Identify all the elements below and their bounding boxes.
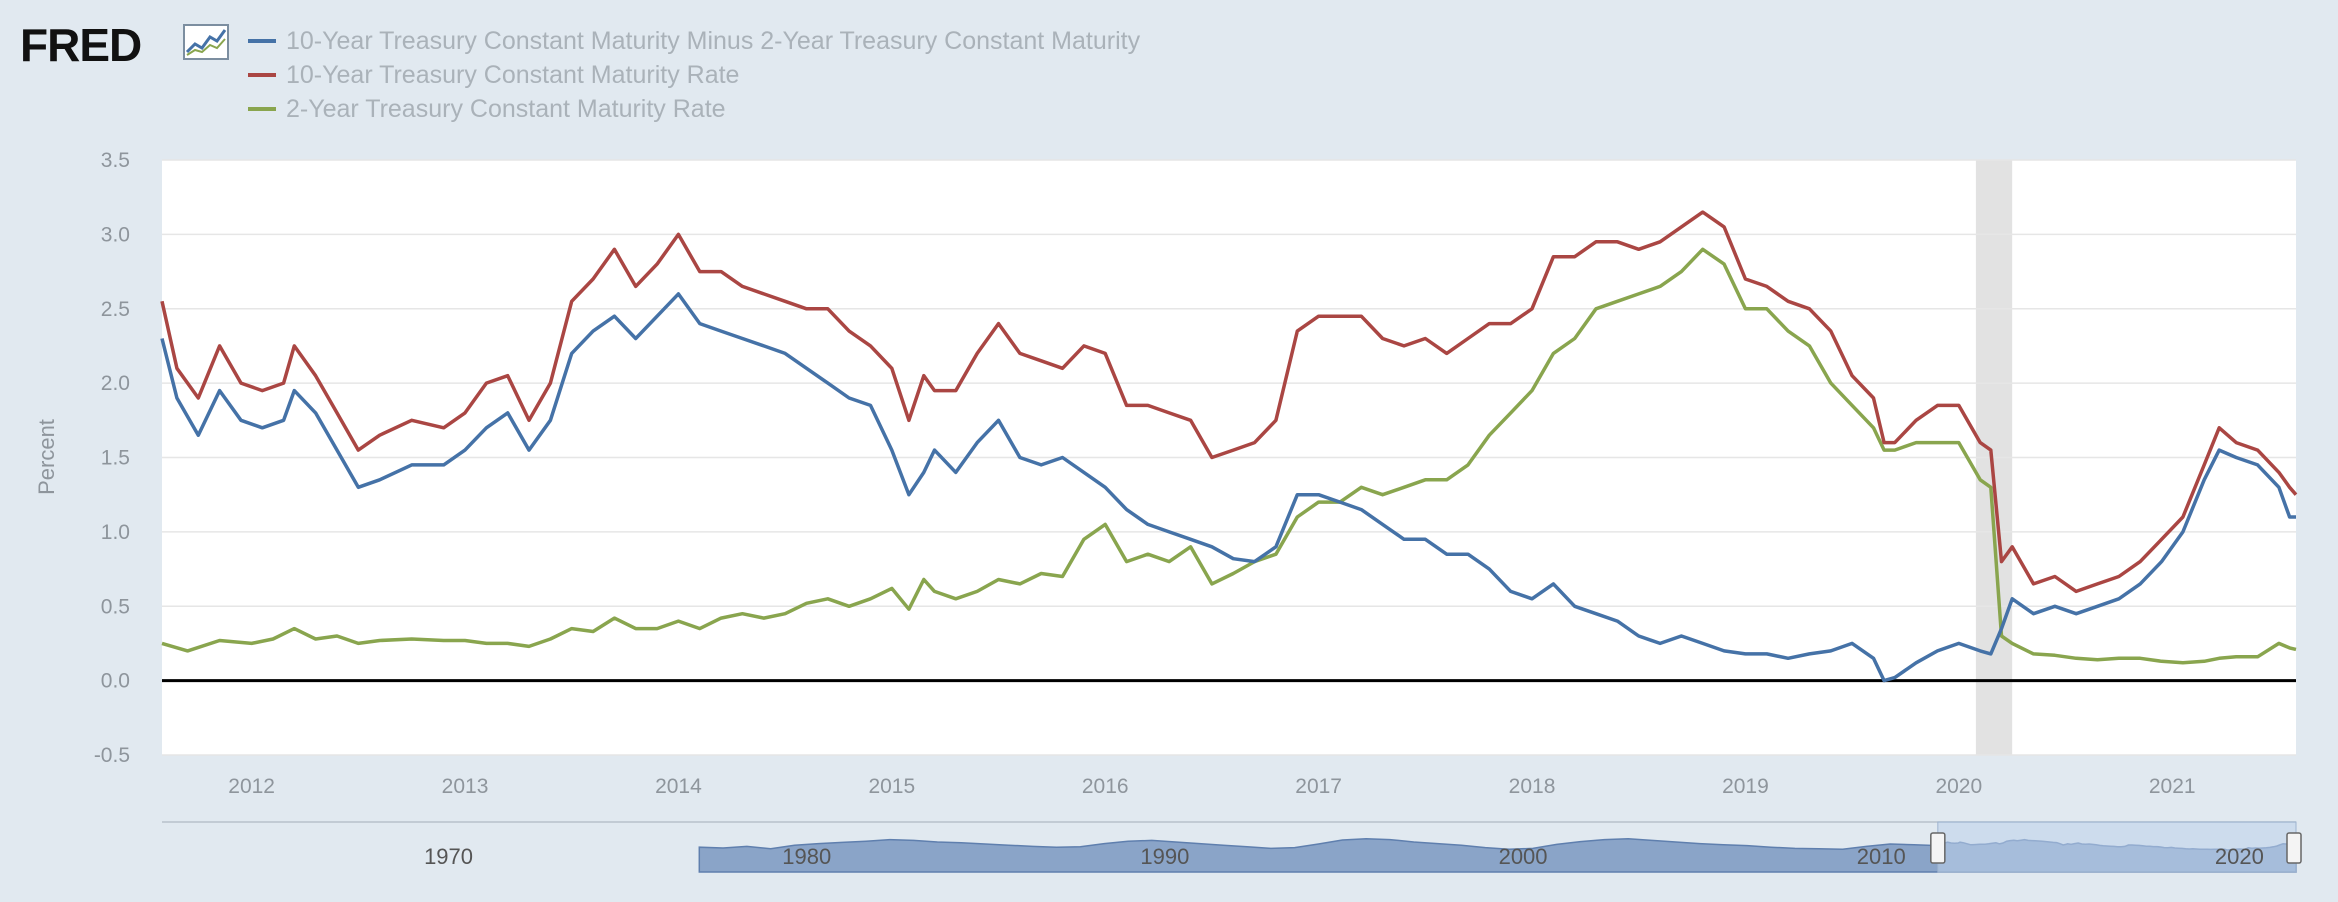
series-line-1 bbox=[160, 210, 2298, 594]
legend-item-spread[interactable]: 10-Year Treasury Constant Maturity Minus… bbox=[248, 24, 1140, 58]
y-tick-label: 2.5 bbox=[101, 298, 130, 321]
legend-item-2-year[interactable]: 2-Year Treasury Constant Maturity Rate bbox=[248, 92, 1140, 126]
legend-swatch-2-year bbox=[248, 107, 276, 111]
y-tick-label: 0.5 bbox=[101, 595, 130, 618]
x-tick-label: 2020 bbox=[1935, 775, 1982, 798]
chart-legend: 10-Year Treasury Constant Maturity Minus… bbox=[248, 24, 1140, 126]
y-tick-label: 0.0 bbox=[101, 670, 130, 693]
navigator-label: 1970 bbox=[424, 844, 473, 869]
navigator-label: 2000 bbox=[1499, 844, 1548, 869]
navigator-handle-left[interactable] bbox=[1930, 832, 1946, 864]
y-tick-label: 2.0 bbox=[101, 372, 130, 395]
x-tick-label: 2016 bbox=[1082, 775, 1129, 798]
range-navigator[interactable]: 1970 1980 1990 2000 2010 2020 bbox=[162, 821, 2302, 873]
legend-label-2-year: 2-Year Treasury Constant Maturity Rate bbox=[286, 95, 726, 123]
series-line-0 bbox=[160, 292, 2296, 683]
x-tick-label: 2019 bbox=[1722, 775, 1769, 798]
navigator-label: 1980 bbox=[782, 844, 831, 869]
legend-label-10-year: 10-Year Treasury Constant Maturity Rate bbox=[286, 61, 740, 89]
legend-label-spread: 10-Year Treasury Constant Maturity Minus… bbox=[286, 27, 1141, 55]
y-tick-label: 1.0 bbox=[101, 521, 130, 544]
navigator-handle-right[interactable] bbox=[2286, 832, 2302, 864]
y-tick-label: 3.0 bbox=[101, 223, 130, 246]
fred-logo[interactable]: FRED bbox=[20, 19, 142, 71]
x-tick-label: 2018 bbox=[1509, 775, 1556, 798]
x-tick-label: 2017 bbox=[1295, 775, 1342, 798]
legend-swatch-spread bbox=[248, 39, 276, 43]
navigator-label: 1990 bbox=[1140, 844, 1189, 869]
navigator-selected-range[interactable] bbox=[1937, 821, 2297, 873]
fred-line-graph-icon bbox=[183, 24, 229, 60]
x-tick-label: 2012 bbox=[228, 775, 275, 798]
y-tick-label: -0.5 bbox=[94, 744, 130, 767]
x-tick-label: 2015 bbox=[868, 775, 915, 798]
navigator-label: 2020 bbox=[2215, 844, 2264, 869]
legend-swatch-10-year bbox=[248, 73, 276, 77]
navigator-label: 2010 bbox=[1857, 844, 1906, 869]
x-tick-label: 2013 bbox=[442, 775, 489, 798]
y-axis-title: Percent bbox=[34, 419, 59, 495]
legend-item-10-year[interactable]: 10-Year Treasury Constant Maturity Rate bbox=[248, 58, 1140, 92]
series-line-2 bbox=[161, 247, 2297, 665]
y-tick-label: 3.5 bbox=[101, 149, 130, 172]
x-tick-label: 2021 bbox=[2149, 775, 2196, 798]
x-tick-label: 2014 bbox=[655, 775, 702, 798]
y-tick-label: 1.5 bbox=[101, 447, 130, 470]
